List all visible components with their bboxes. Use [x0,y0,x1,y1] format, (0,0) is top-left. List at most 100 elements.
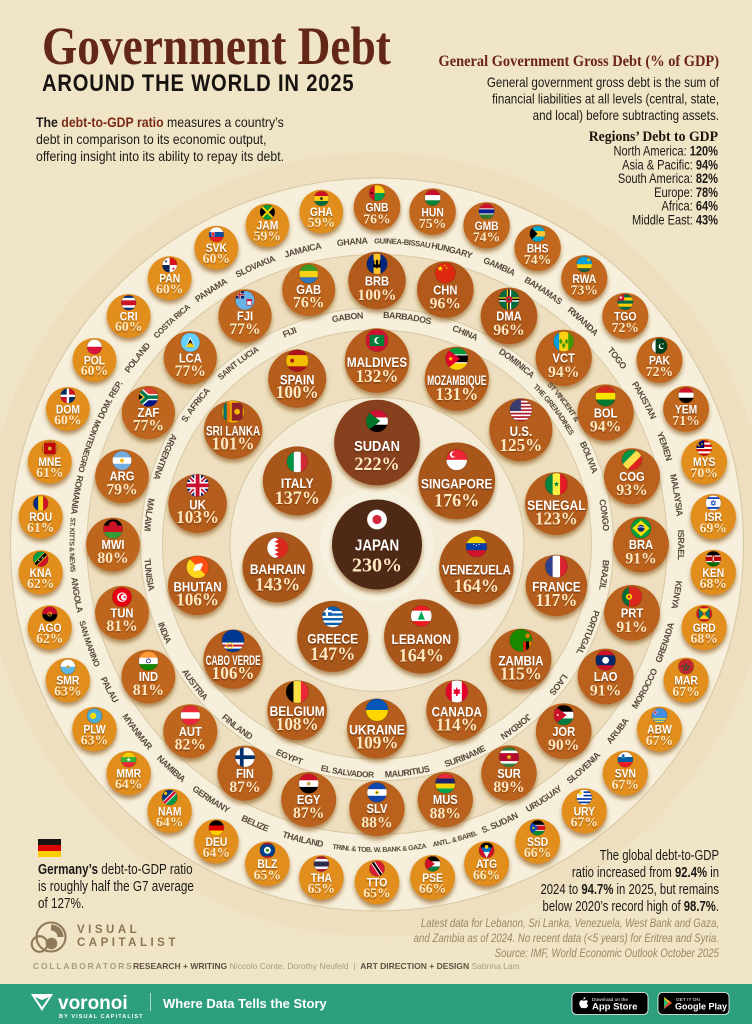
svg-text:100%: 100% [276,383,319,402]
svg-text:COLLABORATORS: COLLABORATORS [33,961,134,971]
svg-text:U.S.: U.S. [510,424,533,439]
svg-text:PSE: PSE [422,872,443,885]
svg-text:UKRAINE: UKRAINE [349,723,405,738]
svg-text:74%: 74% [524,252,551,267]
svg-text:65%: 65% [363,885,390,900]
svg-text:164%: 164% [399,645,444,665]
svg-text:ISR: ISR [705,512,722,525]
svg-text:88%: 88% [430,805,461,822]
svg-text:KNA: KNA [30,567,52,580]
svg-text:YEM: YEM [675,404,697,417]
svg-text:74%: 74% [473,229,500,244]
svg-text:106%: 106% [176,590,219,609]
svg-text:77%: 77% [175,363,206,380]
svg-text:SVN: SVN [615,768,636,781]
svg-text:176%: 176% [434,490,479,510]
svg-text:SLV: SLV [367,801,388,816]
svg-text:General Government Gross Debt: General Government Gross Debt (% of GDP) [439,52,719,70]
svg-text:94%: 94% [548,364,579,381]
svg-text:67%: 67% [612,777,639,792]
svg-text:FJI: FJI [237,309,253,324]
svg-text:Asia & Pacific: 94%: Asia & Pacific: 94% [622,157,718,172]
svg-text:CAPITALIST: CAPITALIST [77,937,179,949]
svg-text:164%: 164% [454,576,499,596]
svg-text:LCA: LCA [179,351,202,366]
svg-text:71%: 71% [672,413,699,428]
svg-text:101%: 101% [212,434,255,453]
svg-text:69%: 69% [700,520,727,535]
svg-text:137%: 137% [275,488,320,508]
svg-text:63%: 63% [54,683,81,698]
svg-text:Google Play: Google Play [675,1002,727,1012]
svg-text:MMR: MMR [116,768,141,781]
svg-text:GRD: GRD [693,622,716,635]
svg-text:TRINI. & TOB.: TRINI. & TOB. [332,844,373,854]
svg-text:LAO: LAO [594,669,618,684]
svg-text:North America: 120%: North America: 120% [614,143,719,158]
svg-text:66%: 66% [419,881,446,896]
svg-text:67%: 67% [672,684,699,699]
svg-text:66%: 66% [524,845,551,860]
svg-text:PRT: PRT [621,606,644,621]
svg-text:DMA: DMA [496,309,522,324]
svg-text:60%: 60% [156,281,183,296]
svg-text:106%: 106% [212,664,255,683]
svg-text:SUR: SUR [497,766,521,781]
svg-text:UK: UK [189,498,206,513]
svg-text:THA: THA [311,872,332,885]
svg-text:NAM: NAM [158,806,181,819]
svg-text:EGY: EGY [297,792,321,807]
svg-text:Europe: 78%: Europe: 78% [654,185,718,200]
svg-text:62%: 62% [36,631,63,646]
svg-text:230%: 230% [352,554,402,576]
svg-text:63%: 63% [81,732,108,747]
svg-text:URY: URY [574,806,596,819]
svg-text:67%: 67% [571,814,598,829]
svg-text:108%: 108% [276,715,319,734]
svg-text:GABON: GABON [331,310,363,324]
svg-text:65%: 65% [308,881,335,896]
svg-text:TTO: TTO [367,877,388,890]
svg-text:77%: 77% [229,321,260,338]
svg-text:Africa: 64%: Africa: 64% [661,199,718,214]
svg-text:The global debt-to-GDP: The global debt-to-GDP [600,847,719,864]
svg-text:RWA: RWA [572,273,596,286]
svg-text:BHS: BHS [527,243,549,256]
svg-text:ZAF: ZAF [138,405,160,420]
svg-text:IND: IND [139,669,158,684]
svg-text:below 2020’s record high of 98: below 2020’s record high of 98.7%. [543,898,719,915]
svg-text:117%: 117% [535,591,577,610]
svg-text:and local) before subtracting: and local) before subtracting assets. [533,108,719,123]
svg-text:MOZAMBIQUE: MOZAMBIQUE [427,373,486,388]
svg-text:64%: 64% [115,777,142,792]
svg-text:68%: 68% [690,631,717,646]
svg-text:MALDIVES: MALDIVES [347,355,407,370]
svg-text:GNB: GNB [366,202,389,215]
svg-text:ARG: ARG [110,469,135,484]
svg-text:91%: 91% [590,682,621,699]
svg-text:90%: 90% [548,737,579,754]
svg-text:ZAMBIA: ZAMBIA [498,654,543,669]
svg-text:ISRAEL: ISRAEL [676,530,686,561]
svg-text:72%: 72% [646,364,673,379]
svg-text:BOL: BOL [594,406,618,421]
svg-text:96%: 96% [493,322,524,339]
svg-text:The debt-to-GDP ratio measures: The debt-to-GDP ratio measures a country… [36,114,284,130]
svg-text:59%: 59% [308,215,335,230]
svg-text:ST. KITTS & NEVIS: ST. KITTS & NEVIS [67,517,75,573]
svg-text:114%: 114% [436,715,478,734]
svg-text:BHUTAN: BHUTAN [174,580,222,595]
svg-text:AGO: AGO [38,622,62,635]
svg-text:64%: 64% [203,845,230,860]
svg-text:100%: 100% [357,287,396,304]
svg-text:AROUND THE WORLD IN 2025: AROUND THE WORLD IN 2025 [42,69,354,96]
svg-text:CANADA: CANADA [432,705,482,720]
svg-text:PLW: PLW [83,724,106,737]
svg-text:MAR: MAR [674,675,697,688]
svg-text:BRAZIL: BRAZIL [597,559,611,591]
svg-text:91%: 91% [616,619,647,636]
svg-text:App Store: App Store [592,1002,637,1013]
svg-text:67%: 67% [646,733,673,748]
svg-text:MNE: MNE [38,456,61,469]
svg-text:SPAIN: SPAIN [280,373,315,388]
